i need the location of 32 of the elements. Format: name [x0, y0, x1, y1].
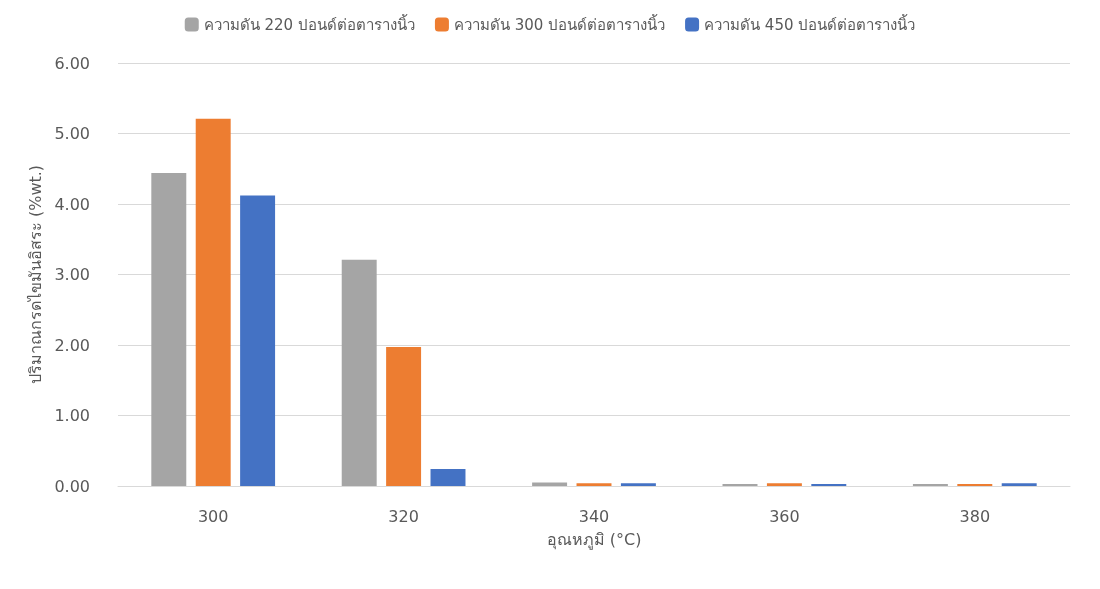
bar — [341, 259, 377, 486]
y-tick-label: 5.00 — [54, 124, 90, 143]
y-tick-label: 6.00 — [54, 53, 90, 73]
y-tick-label: 1.00 — [54, 406, 90, 425]
bar — [811, 483, 847, 486]
bar — [766, 483, 802, 486]
y-tick-label: 3.00 — [54, 265, 90, 284]
x-tick-label: 320 — [388, 506, 419, 526]
bar — [240, 195, 276, 486]
y-tick-label: 4.00 — [54, 194, 90, 214]
y-tick-label: 0.00 — [54, 476, 90, 496]
bar — [151, 172, 187, 486]
bar — [957, 483, 993, 486]
bar — [912, 483, 948, 486]
bar — [195, 118, 231, 486]
x-tick-label: 300 — [197, 506, 229, 526]
legend-label: ความดัน 220 ปอนด์ต่อตารางนิ้ว — [203, 13, 415, 34]
legend-label: ความดัน 300 ปอนด์ต่อตารางนิ้ว — [453, 13, 666, 34]
x-axis-title: อุณหภูมิ (°C) — [546, 529, 642, 550]
bar — [386, 347, 422, 486]
bar — [576, 483, 612, 486]
y-tick-label: 2.00 — [54, 335, 90, 355]
bar — [722, 483, 758, 486]
legend-label: ความดัน 450 ปอนด์ต่อตารางนิ้ว — [704, 13, 916, 34]
x-tick-label: 360 — [769, 506, 800, 526]
bar — [532, 482, 568, 486]
y-axis-title: ปริมาณกรดไขมันอิสระ (%wt.) — [25, 164, 45, 385]
x-tick-label: 340 — [578, 506, 610, 526]
bar — [620, 483, 656, 486]
x-tick-label: 380 — [959, 506, 991, 526]
bar — [1001, 483, 1037, 486]
bar — [430, 469, 466, 486]
